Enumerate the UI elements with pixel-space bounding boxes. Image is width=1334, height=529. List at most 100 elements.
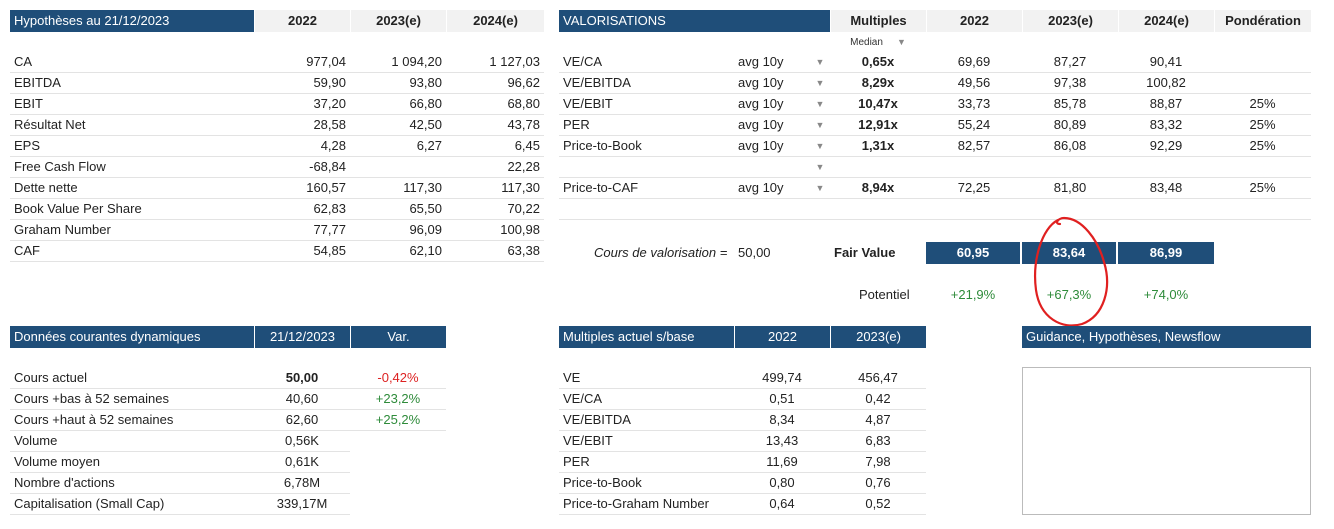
row-label: EPS: [14, 138, 41, 153]
table-row: Price-to-Book 0,80 0,76: [559, 473, 926, 494]
row-label: EBIT: [14, 96, 43, 111]
table-row: EBITDA 59,90 93,80 96,62: [10, 73, 544, 94]
value-2024e: 96,62: [507, 75, 540, 90]
cours-valorisation-label: Cours de valorisation =: [594, 245, 728, 260]
potentiel-2023e: +67,3%: [1046, 287, 1092, 302]
multiple-value: 10,47x: [858, 96, 898, 111]
valorisations-header: VALORISATIONS Multiples 2022 2023(e) 202…: [559, 10, 1311, 32]
row-label: Cours +haut à 52 semaines: [14, 412, 174, 427]
value-2022: 62,83: [313, 201, 346, 216]
row-label: Dette nette: [14, 180, 78, 195]
value-2023e: 81,80: [1053, 180, 1087, 195]
row-label: EBITDA: [14, 75, 61, 90]
value-2024e: 83,48: [1149, 180, 1183, 195]
row-label: VE/EBIT: [563, 96, 613, 111]
row-label: Volume moyen: [10, 452, 254, 473]
donnees-date: 21/12/2023: [254, 326, 350, 348]
potentiel-2022: +21,9%: [950, 287, 996, 302]
table-row: Dette nette 160,57 117,30 117,30: [10, 178, 544, 199]
value-2023e: 62,10: [409, 243, 442, 258]
value-2023e: 87,27: [1053, 54, 1087, 69]
basis-value: avg 10y: [738, 54, 784, 69]
value-2023e: 4,87: [865, 412, 891, 427]
variation-value: -0,42%: [377, 370, 419, 385]
col-ponderation: Pondération: [1214, 10, 1311, 32]
table-row: VE/EBITDA 8,34 4,87: [559, 410, 926, 431]
value-2023e: 93,80: [409, 75, 442, 90]
donnees-table: Données courantes dynamiques 21/12/2023 …: [10, 326, 446, 515]
table-row: Cours actuel 50,00 -0,42%: [10, 368, 446, 389]
value-2023e: 117,30: [403, 180, 442, 195]
table-row: PER 11,69 7,98: [559, 452, 926, 473]
chevron-down-icon[interactable]: ▼: [815, 162, 825, 172]
chevron-down-icon[interactable]: ▼: [815, 57, 825, 67]
red-circle-annotation-icon: [1034, 216, 1109, 327]
value-2022: 28,58: [313, 117, 346, 132]
basis-value: avg 10y: [738, 180, 784, 195]
row-label: [559, 157, 734, 177]
table-row: Résultat Net 28,58 42,50 43,78: [10, 115, 544, 136]
row-label: VE/CA: [563, 54, 603, 69]
table-row: VE/EBIT avg 10y ▼ 10,47x 33,73 85,78 88,87 25%: [559, 94, 1311, 115]
guidance-header: Guidance, Hypothèses, Newsflow: [1022, 326, 1311, 348]
value-2023e: 6,27: [416, 138, 442, 153]
value-2024e: [1118, 157, 1214, 177]
row-label: PER: [563, 454, 590, 469]
col-2023e: 2023(e): [830, 326, 926, 348]
weight-value: 25%: [1249, 180, 1276, 195]
variation-value: [350, 495, 446, 515]
col-2024e: 2024(e): [1118, 10, 1214, 32]
col-2022: 2022: [254, 10, 350, 32]
value-2024e: 100,98: [500, 222, 540, 237]
row-label: VE/EBITDA: [563, 412, 631, 427]
table-row: VE/EBIT 13,43 6,83: [559, 431, 926, 452]
median-selector-row: Median ▼: [559, 32, 1311, 52]
value-2024e: 6,45: [514, 138, 540, 153]
table-row: Cours +bas à 52 semaines 40,60 +23,2%: [10, 389, 446, 410]
row-label: Price-to-Book: [563, 138, 642, 153]
chevron-down-icon[interactable]: ▼: [815, 141, 825, 151]
table-row: Price-to-Graham Number 0,64 0,52: [559, 494, 926, 515]
table-row: CA 977,04 1 094,20 1 127,03: [10, 52, 544, 73]
guidance-textbox[interactable]: [1022, 367, 1311, 515]
table-row: EBIT 37,20 66,80 68,80: [10, 94, 544, 115]
table-row: Volume moyen 0,61K: [10, 452, 446, 473]
value-2024e: 43,78: [507, 117, 540, 132]
value-2024e: 100,82: [1146, 75, 1186, 90]
value-2023e: 6,83: [865, 433, 891, 448]
chevron-down-icon[interactable]: ▼: [815, 78, 825, 88]
value-2022: 82,57: [957, 138, 991, 153]
table-row: Price-to-Book avg 10y ▼ 1,31x 82,57 86,08 92,2…: [559, 136, 1311, 157]
cours-valorisation-value: 50,00: [738, 245, 771, 260]
chevron-down-icon[interactable]: ▼: [815, 120, 825, 130]
table-row: PER avg 10y ▼ 12,91x 55,24 80,89 83,32 25%: [559, 115, 1311, 136]
multiple-value: [830, 157, 926, 177]
value-2024e: 88,87: [1149, 96, 1183, 111]
basis-value: avg 10y: [738, 138, 784, 153]
chevron-down-icon[interactable]: ▼: [815, 99, 825, 109]
chevron-down-icon[interactable]: ▼: [815, 183, 825, 193]
donnees-title: Données courantes dynamiques: [14, 329, 201, 344]
median-selector[interactable]: Median ▼: [830, 37, 926, 48]
value-2024e: 90,41: [1149, 54, 1183, 69]
value-2022: 8,34: [769, 412, 795, 427]
weight-value: [1214, 73, 1311, 93]
row-label: VE: [563, 370, 581, 385]
value-2024e: 70,22: [507, 201, 540, 216]
value-2023e: 7,98: [865, 454, 891, 469]
value-2024e: 117,30: [501, 180, 540, 195]
row-label: Price-to-Book: [563, 475, 642, 490]
table-row: EPS 4,28 6,27 6,45: [10, 136, 544, 157]
current-value: 6,78M: [254, 473, 350, 494]
col-2022: 2022: [926, 10, 1022, 32]
value-2023e: 42,50: [409, 117, 442, 132]
row-label: Graham Number: [14, 222, 111, 237]
row-label: VE/EBITDA: [563, 75, 631, 90]
current-value: 0,56K: [254, 431, 350, 452]
value-2022: 13,43: [765, 433, 799, 448]
table-row: VE/CA avg 10y ▼ 0,65x 69,69 87,27 90,41: [559, 52, 1311, 73]
row-label: CAF: [14, 243, 40, 258]
table-row: Graham Number 77,77 96,09 100,98: [10, 220, 544, 241]
value-2022: 160,57: [306, 180, 346, 195]
guidance-title: Guidance, Hypothèses, Newsflow: [1026, 329, 1221, 344]
